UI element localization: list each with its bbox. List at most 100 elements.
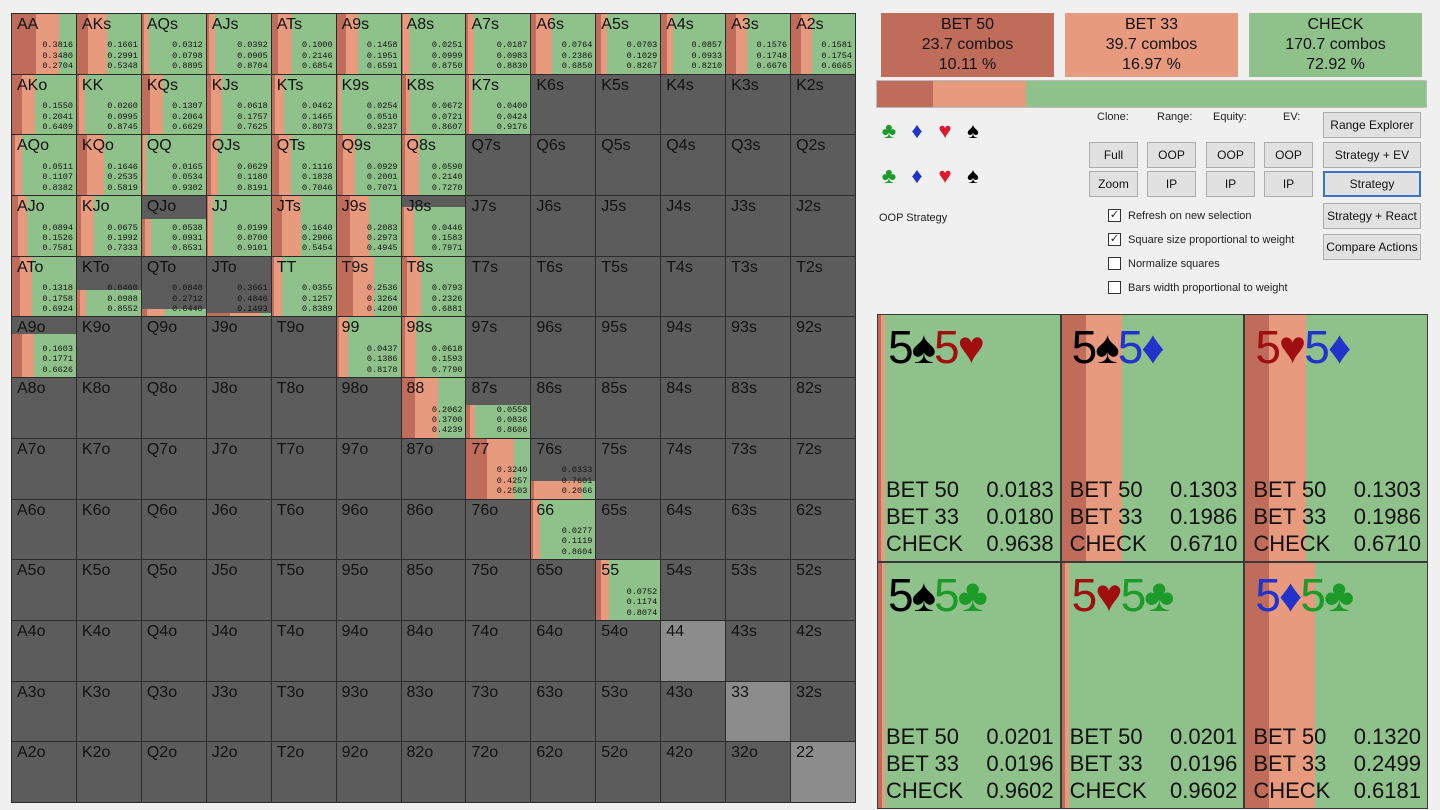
hand-cell[interactable]: 53o (596, 681, 661, 742)
hand-cell[interactable]: T6s (531, 256, 596, 317)
hand-cell[interactable]: Q2o (141, 742, 206, 802)
hand-cell[interactable]: 0.0437 0.1386 0.8178 99 (336, 317, 401, 378)
strategy-button[interactable]: Strategy (1323, 171, 1421, 197)
hand-cell[interactable]: K5o (76, 560, 141, 620)
hand-cell[interactable]: A8o (12, 378, 76, 438)
hand-cell[interactable]: 97s (466, 317, 531, 378)
checkbox-refresh-box[interactable]: ✓ (1108, 209, 1121, 222)
hand-cell[interactable]: K9o (76, 317, 141, 378)
hand-cell[interactable]: 0.1640 0.2906 0.5454 JTs (271, 196, 336, 256)
checkbox-refresh[interactable]: ✓ Refresh on new selection (1108, 209, 1252, 222)
hand-cell[interactable]: 84o (401, 620, 466, 681)
hand-cell[interactable]: 73s (726, 438, 791, 499)
range-oop-button[interactable]: OOP (1147, 142, 1196, 168)
hand-cell[interactable]: K5s (596, 74, 661, 135)
hand-cell[interactable]: 62o (531, 742, 596, 802)
hand-cell[interactable]: K7o (76, 438, 141, 499)
hand-cell[interactable]: 44 (661, 620, 726, 681)
hand-cell[interactable]: 53s (726, 560, 791, 620)
hand-cell[interactable]: 42s (791, 620, 855, 681)
hand-cell[interactable]: 0.0894 0.1526 0.7581 AJo (12, 196, 76, 256)
hand-cell[interactable]: 0.0672 0.0721 0.8607 K8s (401, 74, 466, 135)
hand-cell[interactable]: J4s (661, 196, 726, 256)
hand-cell[interactable]: T8o (271, 378, 336, 438)
hand-cell[interactable]: 0.1000 0.2146 0.6854 ATs (271, 14, 336, 74)
hand-cell[interactable]: 0.0511 0.1107 0.8382 AQo (12, 135, 76, 196)
hand-cell[interactable]: 0.0793 0.2326 0.6881 T8s (401, 256, 466, 317)
hand-cell[interactable]: A5o (12, 560, 76, 620)
hand-cell[interactable]: K4s (661, 74, 726, 135)
hand-cell[interactable]: A6o (12, 499, 76, 560)
strategy-ev-button[interactable]: Strategy + EV (1323, 142, 1421, 168)
hand-cell[interactable]: 64o (531, 620, 596, 681)
hand-cell[interactable]: 0.0446 0.1583 0.7971 J8s (401, 196, 466, 256)
hand-cell[interactable]: 0.1307 0.2064 0.6629 KQs (141, 74, 206, 135)
hand-cell[interactable]: K2s (791, 74, 855, 135)
hand-cell[interactable]: 0.0929 0.2001 0.7071 Q9s (336, 135, 401, 196)
hand-cell[interactable]: Q7o (141, 438, 206, 499)
hand-cell[interactable]: 95s (596, 317, 661, 378)
range-ip-button[interactable]: IP (1147, 171, 1196, 197)
checkbox-square-size-box[interactable]: ✓ (1108, 233, 1121, 246)
hand-cell[interactable]: J5o (206, 560, 271, 620)
hand-cell[interactable]: 0.0260 0.0995 0.8745 KK (76, 74, 141, 135)
hand-cell[interactable]: 75s (596, 438, 661, 499)
hand-cell[interactable]: 0.0752 0.1174 0.8074 55 (596, 560, 661, 620)
range-explorer-button[interactable]: Range Explorer (1323, 112, 1421, 138)
hand-cell[interactable]: 64s (661, 499, 726, 560)
hand-cell[interactable]: 85o (401, 560, 466, 620)
hand-cell[interactable]: T2s (791, 256, 855, 317)
hand-cell[interactable]: T5s (596, 256, 661, 317)
hand-cell[interactable]: 0.0254 0.0510 0.9237 K9s (336, 74, 401, 135)
hand-cell[interactable]: J3o (206, 681, 271, 742)
heart-icon[interactable]: ♥ (938, 118, 952, 143)
compare-actions-button[interactable]: Compare Actions (1323, 234, 1421, 260)
hand-cell[interactable]: 96o (336, 499, 401, 560)
hand-cell[interactable]: 65s (596, 499, 661, 560)
hand-cell[interactable]: 0.0848 0.2712 0.6440 QTo (141, 256, 206, 317)
hand-cell[interactable]: 0.0251 0.0999 0.8750 A8s (401, 14, 466, 74)
hand-cell[interactable]: 72s (791, 438, 855, 499)
hand-cell[interactable]: 43s (726, 620, 791, 681)
hand-cell[interactable]: 0.1646 0.2535 0.5819 KQo (76, 135, 141, 196)
hand-cell[interactable]: Q2s (791, 135, 855, 196)
hand-cell[interactable]: 0.0618 0.1757 0.7625 KJs (206, 74, 271, 135)
equity-ip-button[interactable]: IP (1206, 171, 1255, 197)
hand-cell[interactable]: 0.0618 0.1593 0.7790 98s (401, 317, 466, 378)
diamond-icon[interactable]: ♦ (911, 163, 923, 188)
hand-cell[interactable]: 85s (596, 378, 661, 438)
hand-cell[interactable]: Q4s (661, 135, 726, 196)
hand-cell[interactable]: 0.0675 0.1992 0.7333 KJo (76, 196, 141, 256)
hand-cell[interactable]: 0.1458 0.1951 0.6591 A9s (336, 14, 401, 74)
checkbox-normalize-box[interactable] (1108, 257, 1121, 270)
hand-cell[interactable]: 76o (466, 499, 531, 560)
hand-cell[interactable]: J5s (596, 196, 661, 256)
hand-cell[interactable]: 86s (531, 378, 596, 438)
hand-cell[interactable]: Q5s (596, 135, 661, 196)
hand-cell[interactable]: 86o (401, 499, 466, 560)
hand-cell[interactable]: 42o (661, 742, 726, 802)
hand-cell[interactable]: 63s (726, 499, 791, 560)
hand-cell[interactable]: 0.0355 0.1257 0.8389 TT (271, 256, 336, 317)
hand-cell[interactable]: 84s (661, 378, 726, 438)
hand-cell[interactable]: 0.3816 0.3480 0.2704 AA (12, 14, 76, 74)
hand-cell[interactable]: 0.0312 0.0798 0.8895 AQs (141, 14, 206, 74)
hand-cell[interactable]: 43o (661, 681, 726, 742)
hand-cell[interactable]: T4s (661, 256, 726, 317)
hand-cell[interactable]: J2o (206, 742, 271, 802)
combo-card[interactable]: 5♠5♣ BET 50 0.0201 BET 33 0.0196 CHECK 0.9602 (878, 562, 1060, 808)
hand-cell[interactable]: 94s (661, 317, 726, 378)
spade-icon[interactable]: ♠ (967, 118, 979, 143)
combo-card[interactable]: 5♥5♦ BET 50 0.1303 BET 33 0.1986 CHECK 0.6710 (1245, 315, 1427, 561)
checkbox-square-size[interactable]: ✓ Square size proportional to weight (1108, 233, 1294, 246)
spade-icon[interactable]: ♠ (967, 163, 979, 188)
hand-cell[interactable]: J6o (206, 499, 271, 560)
hand-cell[interactable]: J6s (531, 196, 596, 256)
hand-cell[interactable]: 83o (401, 681, 466, 742)
hand-cell[interactable]: J2s (791, 196, 855, 256)
equity-oop-button[interactable]: OOP (1206, 142, 1255, 168)
hand-cell[interactable]: K8o (76, 378, 141, 438)
combo-card[interactable]: 5♦5♣ BET 50 0.1320 BET 33 0.2499 CHECK 0.6181 (1245, 562, 1427, 808)
hand-cell[interactable]: 0.0392 0.0905 0.8704 AJs (206, 14, 271, 74)
ev-oop-button[interactable]: OOP (1264, 142, 1313, 168)
